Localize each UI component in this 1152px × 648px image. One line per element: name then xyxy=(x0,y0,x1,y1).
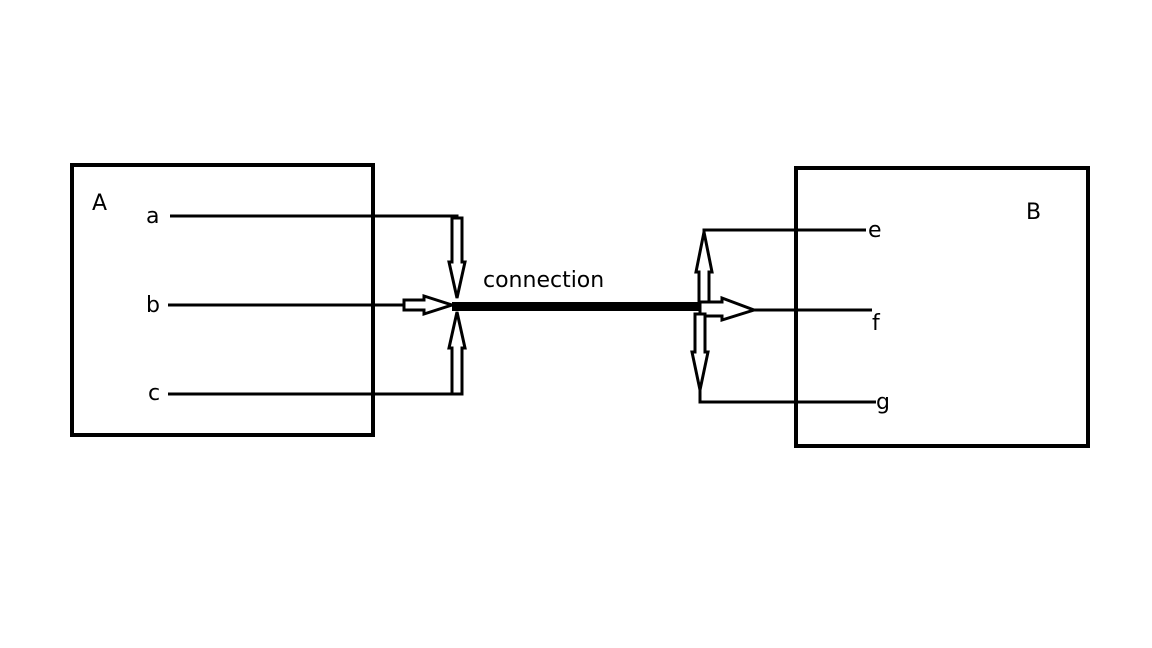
port-c-label: c xyxy=(148,381,160,406)
line-connection-to-g xyxy=(698,390,876,404)
arrow-to-e-up xyxy=(694,231,714,308)
arrow-a-down xyxy=(447,216,467,299)
line-connection-to-e xyxy=(702,228,866,232)
arrow-b-right xyxy=(402,293,457,317)
block-b-box xyxy=(794,166,1090,448)
connection-label: connection xyxy=(483,268,604,293)
block-b-label: B xyxy=(1026,200,1041,225)
arrow-to-g-down xyxy=(690,312,710,391)
arrow-c-up xyxy=(447,311,467,396)
port-e-label: e xyxy=(868,218,882,243)
port-f-label: f xyxy=(872,311,881,336)
port-b-label: b xyxy=(146,293,160,318)
line-c-to-connection xyxy=(168,362,459,396)
connection-bus xyxy=(452,302,702,311)
line-a-to-connection xyxy=(170,214,459,248)
arrow-to-f-right xyxy=(698,295,759,323)
port-a-label: a xyxy=(146,204,159,229)
block-a-box xyxy=(70,163,375,437)
port-g-label: g xyxy=(876,390,890,415)
block-a-label: A xyxy=(92,191,107,216)
